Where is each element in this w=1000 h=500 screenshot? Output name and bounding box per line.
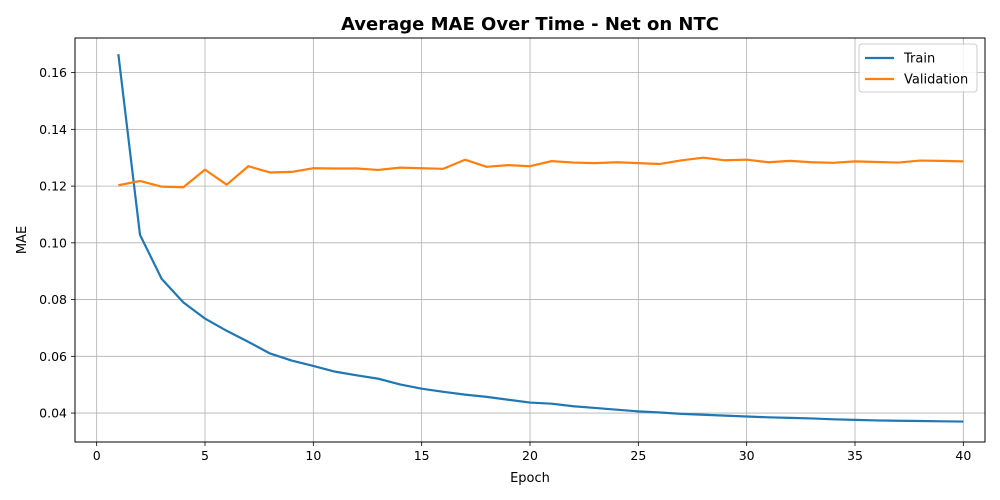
y-tick-label: 0.16: [39, 65, 67, 80]
legend-label: Validation: [904, 73, 968, 88]
x-tick-label: 0: [93, 448, 101, 463]
x-tick-label: 20: [522, 448, 538, 463]
y-tick-label: 0.04: [39, 406, 67, 421]
y-tick-label: 0.06: [39, 349, 67, 364]
x-tick-label: 35: [847, 448, 863, 463]
y-tick-label: 0.08: [39, 292, 67, 307]
x-tick-label: 10: [305, 448, 321, 463]
y-tick-label: 0.12: [39, 179, 67, 194]
x-tick-label: 40: [955, 448, 971, 463]
x-tick-label: 5: [201, 448, 209, 463]
series-line-validation: [118, 156, 964, 189]
y-axis: 0.04 0.06 0.08 0.10 0.12 0.14 0.16: [39, 65, 75, 421]
series-layer: [117, 54, 964, 423]
chart-title: Average MAE Over Time - Net on NTC: [341, 14, 719, 35]
x-tick-label: 25: [630, 448, 646, 463]
grid: [75, 38, 985, 442]
legend-label: Train: [903, 52, 935, 67]
series-line-train: [117, 54, 964, 423]
y-tick-label: 0.10: [39, 235, 67, 250]
y-tick-label: 0.14: [39, 122, 67, 137]
y-axis-label: MAE: [15, 226, 30, 254]
legend: Train Validation: [858, 43, 978, 93]
x-tick-label: 15: [414, 448, 430, 463]
x-axis-label: Epoch: [510, 471, 550, 486]
x-tick-label: 30: [739, 448, 755, 463]
x-axis: 0 5 10 15 20 25 30 35 40: [93, 442, 971, 463]
